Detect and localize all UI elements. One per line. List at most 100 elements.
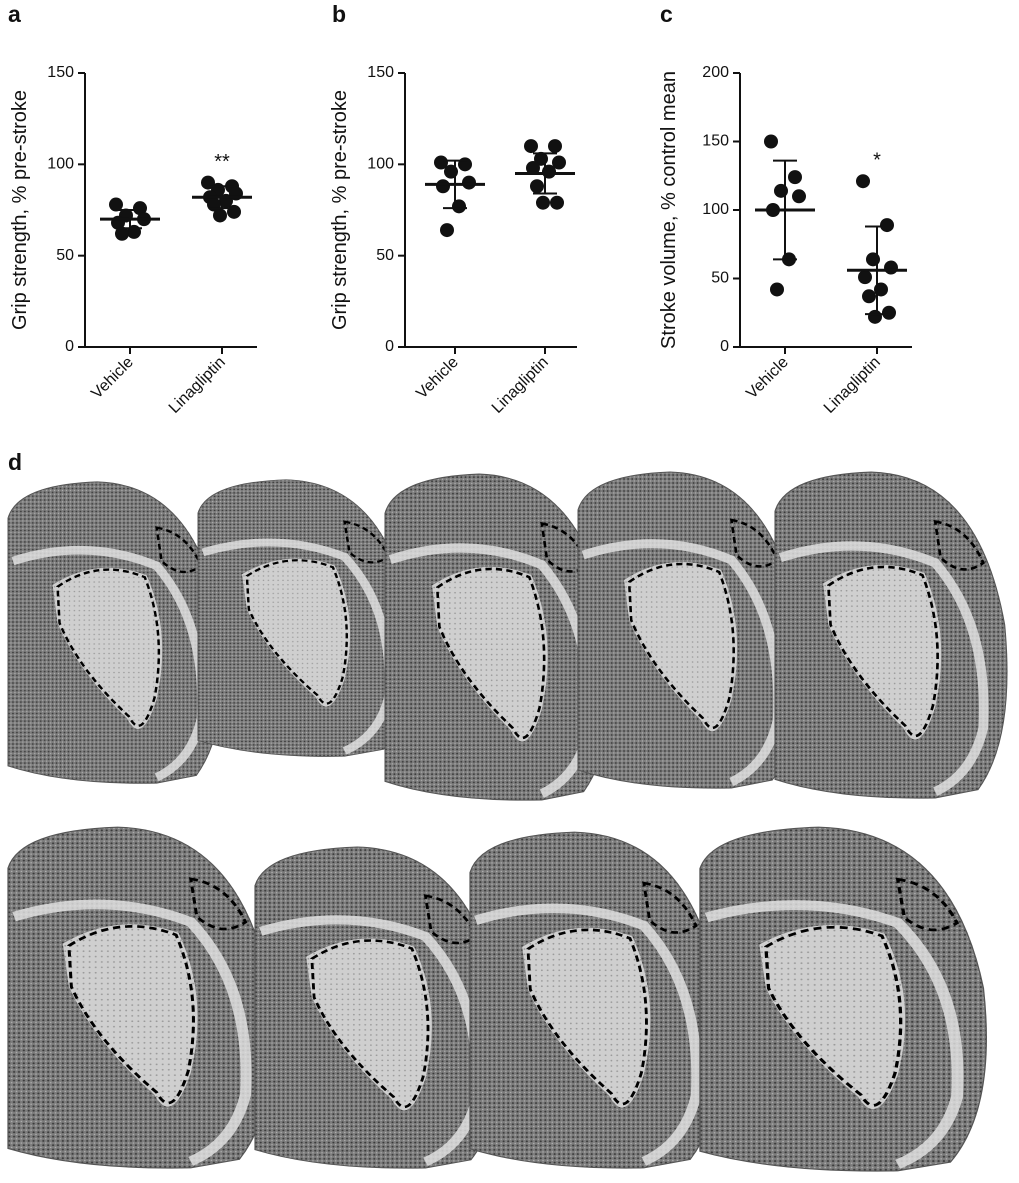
brain-slice — [469, 831, 723, 1169]
y-tick-label: 100 — [702, 201, 729, 218]
panel-label: b — [332, 1, 346, 27]
data-point — [548, 139, 562, 154]
striatum — [624, 562, 738, 732]
data-point — [764, 134, 778, 149]
cortex-outline — [188, 877, 248, 931]
data-point — [858, 270, 872, 285]
y-axis-label: Grip strength, % pre-stroke — [9, 90, 31, 330]
brain-slice — [197, 479, 411, 757]
brain-slice — [577, 471, 801, 789]
data-point — [434, 155, 448, 170]
significance-label: ** — [214, 151, 230, 173]
lesion-outline — [310, 939, 430, 1109]
data-point — [550, 195, 564, 210]
y-tick-label: 100 — [367, 156, 394, 173]
white-matter — [12, 899, 252, 1166]
data-point — [862, 289, 876, 304]
data-point — [536, 195, 550, 210]
lesion-outline — [526, 928, 648, 1106]
brain-slice — [7, 481, 224, 784]
data-point — [115, 226, 129, 241]
data-point — [552, 155, 566, 170]
x-tick-label: Linagliptin — [489, 354, 552, 417]
x-tick-label: Linagliptin — [166, 354, 229, 417]
data-point — [792, 189, 806, 204]
y-tick-label: 200 — [702, 64, 729, 81]
white-matter — [778, 541, 989, 796]
striatum — [432, 566, 548, 742]
data-point — [524, 139, 538, 154]
data-point — [770, 282, 784, 297]
data-point — [856, 174, 870, 189]
error-bar — [443, 159, 467, 210]
data-point — [436, 179, 450, 194]
white-matter — [388, 543, 595, 798]
lesion-outline — [56, 568, 161, 727]
data-point — [788, 170, 802, 185]
significance-label: * — [873, 150, 881, 172]
white-matter — [704, 900, 964, 1169]
brain-slice — [699, 826, 987, 1172]
cortex-outline — [933, 520, 985, 571]
white-matter — [201, 538, 394, 755]
data-point — [462, 175, 476, 190]
lesion-outline — [827, 565, 939, 738]
brain-slice — [254, 846, 503, 1169]
panel-label: a — [8, 1, 21, 27]
lesion-outline — [245, 559, 348, 705]
data-point — [880, 218, 894, 233]
error-bar — [773, 159, 797, 261]
error-bar — [865, 225, 889, 316]
data-point — [530, 179, 544, 194]
brain-slice — [774, 471, 1008, 799]
x-tick-label: Linagliptin — [821, 354, 884, 417]
x-tick-label: Vehicle — [413, 354, 462, 403]
striatum — [522, 927, 651, 1108]
white-matter — [11, 545, 207, 782]
white-matter — [581, 539, 783, 787]
lesion-outline — [764, 925, 903, 1107]
lesion-outline — [67, 925, 195, 1105]
y-tick-label: 0 — [720, 338, 729, 355]
error-bar — [210, 185, 234, 210]
y-tick-label: 0 — [65, 338, 74, 355]
white-matter — [474, 903, 702, 1166]
y-tick-label: 150 — [367, 64, 394, 81]
lesion-outline — [435, 567, 546, 740]
y-tick-label: 150 — [47, 64, 74, 81]
data-point — [227, 204, 241, 219]
lesion-outline — [627, 562, 735, 730]
data-point — [884, 260, 898, 275]
y-tick-label: 50 — [56, 247, 74, 264]
data-point — [109, 197, 123, 212]
data-point — [526, 160, 540, 175]
data-point — [458, 157, 472, 172]
cortex-outline — [895, 877, 960, 932]
striatum — [823, 564, 942, 740]
striatum — [52, 567, 163, 730]
panel-label: d — [8, 449, 22, 475]
error-bar — [533, 152, 557, 195]
striatum — [306, 938, 432, 1111]
data-point — [133, 201, 147, 216]
error-bar — [118, 209, 142, 230]
white-matter — [259, 915, 483, 1166]
panel-label: c — [660, 1, 673, 27]
y-tick-label: 50 — [711, 270, 729, 287]
cortex-outline — [642, 881, 698, 934]
striatum — [759, 925, 906, 1110]
striatum — [62, 924, 198, 1107]
brain-sections — [7, 471, 1008, 1172]
striatum — [241, 558, 351, 707]
data-point — [882, 305, 896, 320]
y-tick-label: 0 — [385, 338, 394, 355]
data-point — [868, 309, 882, 324]
data-point — [440, 223, 454, 238]
brain-slice — [7, 826, 274, 1169]
data-point — [213, 208, 227, 223]
y-axis-label: Stroke volume, % control mean — [658, 71, 680, 349]
y-tick-label: 150 — [702, 133, 729, 150]
y-tick-label: 50 — [376, 247, 394, 264]
y-axis-label: Grip strength, % pre-stroke — [329, 90, 351, 330]
